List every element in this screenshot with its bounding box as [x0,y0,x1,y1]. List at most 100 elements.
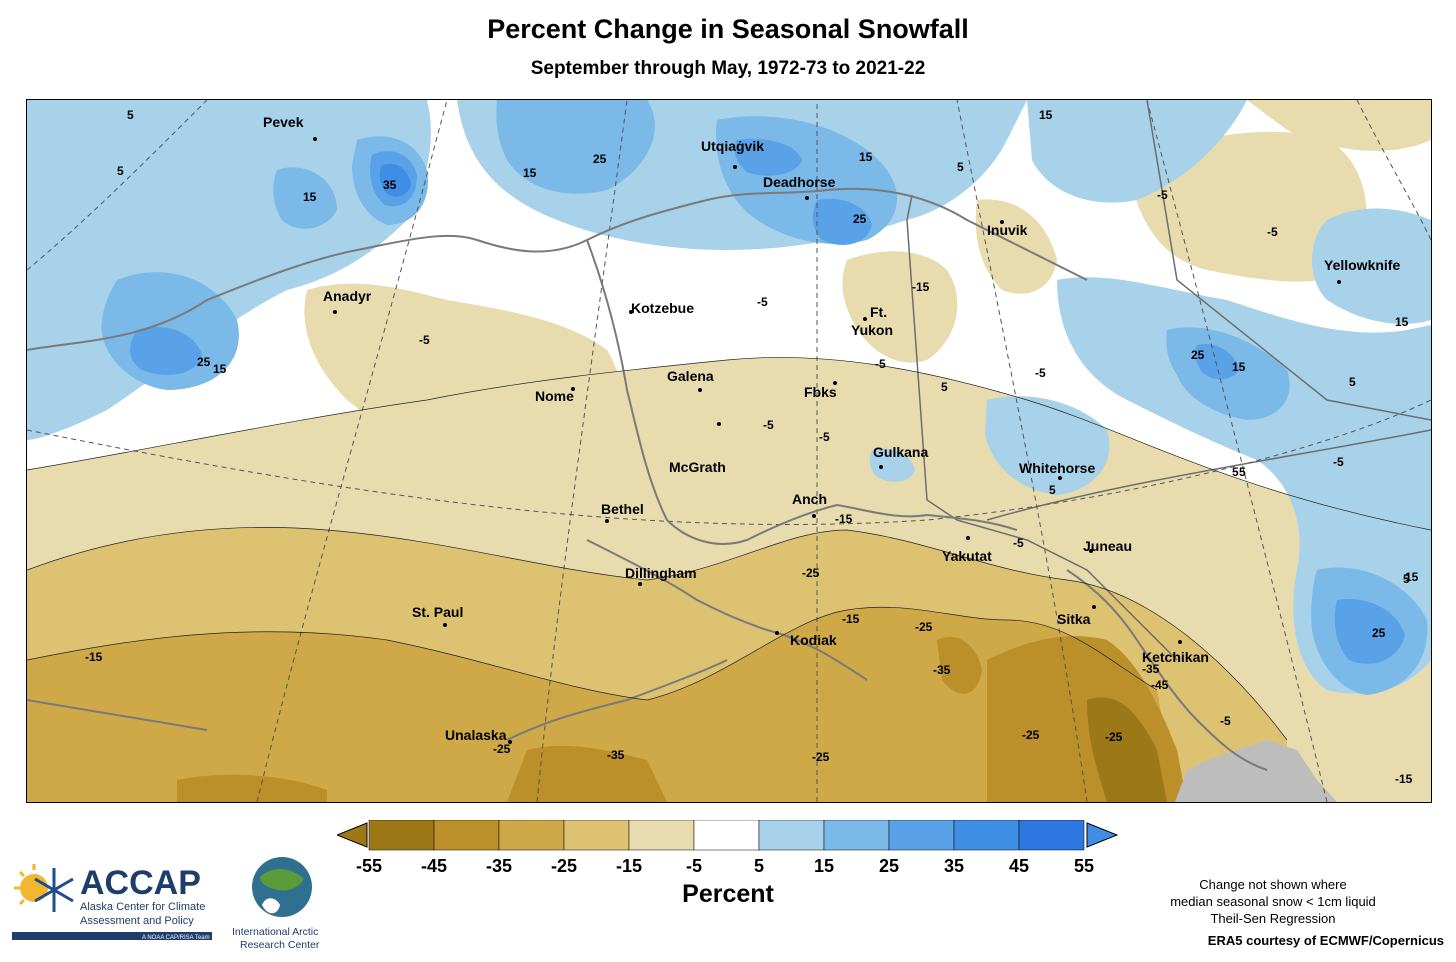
fill-plus-5-ne-corner [1027,100,1247,203]
contour-label: 25 [1372,626,1386,640]
accap-logo-text: ACCAP [80,864,201,902]
contour-label: -5 [763,418,774,432]
city-kodiak: Kodiak [790,632,837,648]
legend-swatch [498,819,565,851]
note-line: Theil-Sen Regression [1210,911,1336,926]
legend-swatch [953,819,1020,851]
city-anadyr: Anadyr [323,288,372,304]
contour-label: 25 [1191,348,1205,362]
city-dot [629,310,633,314]
contour-label: 25 [853,212,867,226]
city-mcgrath: McGrath [669,459,726,475]
contour-label: 15 [1405,570,1419,584]
contour-label: 5 [1232,465,1239,479]
map-title: Percent Change in Seasonal Snowfall [487,14,969,44]
city-unalaska: Unalaska [445,727,507,743]
city-juneau: Juneau [1083,538,1133,554]
city-dot [812,514,816,518]
contour-label: -5 [875,357,886,371]
city-dot [443,623,447,627]
city-pevek: Pevek [263,114,304,130]
city-ft: Ft. [870,304,888,320]
city-st-paul: St. Paul [412,604,464,620]
fill-minus-45 [177,636,1187,802]
city-dot [879,465,883,469]
fill-plus-5-whitehorse [985,396,1110,495]
map-subtitle: September through May, 1972-73 to 2021-2… [530,58,926,79]
legend-tick: 15 [813,856,835,876]
legend-swatch [368,819,435,851]
contour-label: 15 [213,362,227,376]
contour-label: 25 [593,152,607,166]
contour-label: -35 [607,748,625,762]
city-ketchikan: Ketchikan [1142,649,1209,665]
city-yellowknife: Yellowknife [1324,257,1401,273]
contour-label: -25 [802,566,820,580]
contour-label: -5 [1220,714,1231,728]
legend-tick: 55 [1073,856,1095,876]
legend-tick: -55 [355,856,382,876]
iarc-logo-text: Research Center [240,939,320,950]
legend-tick: 35 [943,856,965,876]
contour-label: -15 [1395,772,1413,786]
snowfall-change-map: Pevek Utqiaġvik Deadhorse Inuvik Yellowk… [26,99,1432,803]
city-dot [717,422,721,426]
city-sitka: Sitka [1057,611,1091,627]
city-galena: Galena [667,368,714,384]
contour-label: 35 [383,178,397,192]
fill-plus-5-east-edge [1312,208,1431,324]
city-kotzebue: Kotzebue [631,300,694,316]
contour-label: 5 [117,164,124,178]
city-dot [333,310,337,314]
map-fill-layers [27,100,1431,802]
fill-plus-25-canada [1194,344,1239,380]
contour-label: 25 [197,355,211,369]
city-gulkana: Gulkana [873,444,929,460]
city-dot [1337,280,1341,284]
contour-label: -5 [1157,188,1168,202]
legend-tick: -45 [420,856,447,876]
contour-label: 5 [127,108,134,122]
legend-tick: -35 [485,856,512,876]
contour-label: 5 [957,160,964,174]
fill-plus-15-north-slope-west [496,100,655,194]
contour-label: 5 [1403,572,1410,586]
legend-swatch [758,819,825,851]
fill-minus-15-mcgrath [671,369,758,530]
contour-label: 5 [1349,375,1356,389]
fill-plus-25-deadhorse [812,198,872,245]
contour-label: -25 [915,620,933,634]
city-nome: Nome [535,388,574,404]
legend-units: Percent [682,880,774,908]
city-inuvik: Inuvik [987,222,1028,238]
note-line: median seasonal snow < 1cm liquid [1170,894,1376,909]
iarc-logo-art: International Arctic Research Center [232,857,320,951]
legend-swatch [628,819,695,851]
city-whitehorse: Whitehorse [1019,460,1096,476]
city-dot [1000,220,1004,224]
contour-label: -15 [842,612,860,626]
city-dot [1058,476,1062,480]
city-dot [508,740,512,744]
legend-arrow-high [1086,822,1119,848]
contour-label: 15 [1232,360,1246,374]
legend-tick: -15 [615,856,642,876]
city-bethel: Bethel [601,501,644,517]
fill-minus-55 [1087,697,1167,802]
contour-label: 15 [1039,108,1053,122]
fill-plus-5-gulkana [869,448,915,482]
contour-label: -5 [1267,225,1278,239]
city-dot [863,317,867,321]
note-line: Change not shown where [1199,877,1347,892]
fill-plus-25-bc [1334,599,1405,664]
contour-label: -25 [1105,730,1123,744]
contour-label: -5 [1035,366,1046,380]
contour-label: -15 [912,280,930,294]
contour-label: -15 [835,512,853,526]
legend-arrow-low [335,822,368,848]
city-dot [1178,640,1182,644]
fill-plus-25-chukotka-west [130,326,202,375]
contour-label: 15 [523,166,537,180]
city-dot [966,536,970,540]
contour-label: -5 [1013,536,1024,550]
